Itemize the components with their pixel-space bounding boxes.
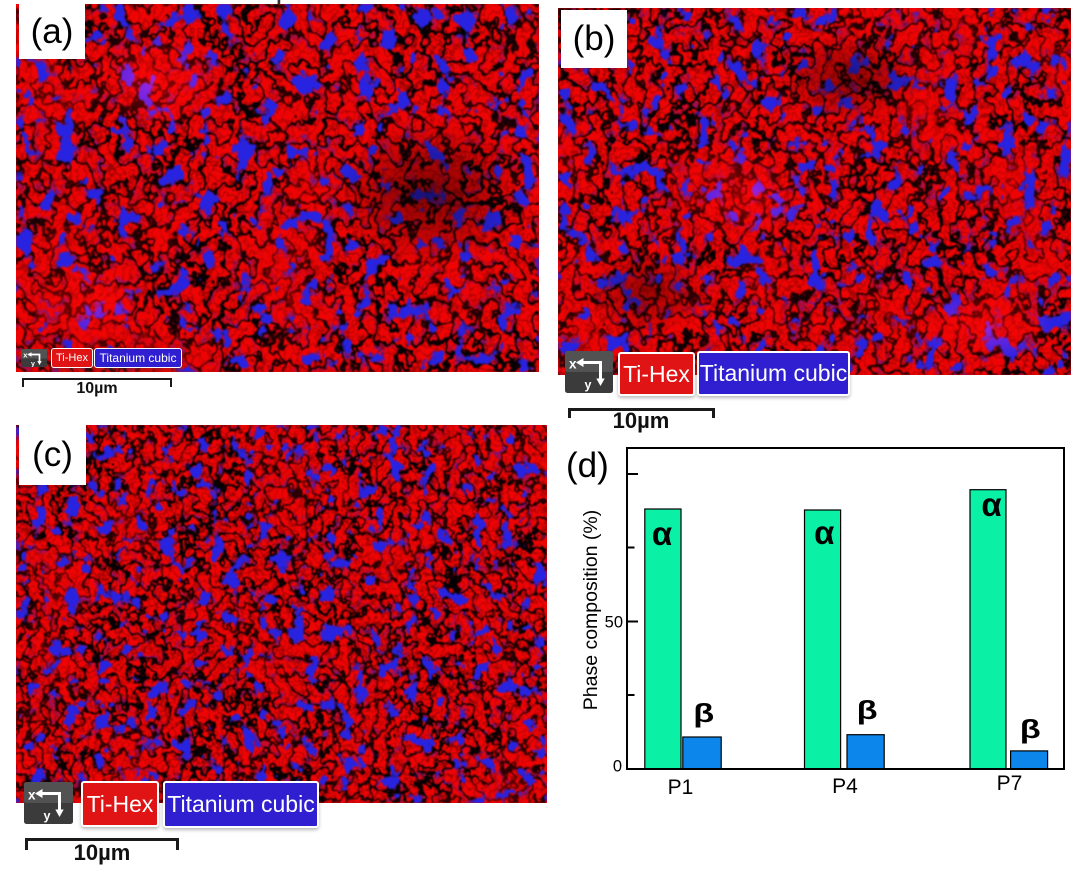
svg-text:y: y <box>44 809 51 823</box>
svg-text:P1: P1 <box>668 776 694 799</box>
svg-text:Phase composition (%): Phase composition (%) <box>580 510 602 711</box>
svg-text:P4: P4 <box>832 775 858 798</box>
svg-text:y: y <box>585 378 592 392</box>
svg-text:β: β <box>693 698 714 728</box>
svg-text:50: 50 <box>605 614 623 632</box>
svg-text:α: α <box>652 515 672 552</box>
svg-text:β: β <box>1020 714 1041 744</box>
svg-text:x: x <box>28 788 36 803</box>
svg-text:x: x <box>569 357 577 372</box>
svg-text:y: y <box>31 361 35 367</box>
svg-text:α: α <box>981 486 1001 523</box>
svg-text:x: x <box>23 351 28 360</box>
svg-text:P7: P7 <box>997 772 1023 795</box>
svg-text:0: 0 <box>613 758 622 776</box>
svg-text:α: α <box>814 514 834 551</box>
svg-text:β: β <box>857 695 878 725</box>
